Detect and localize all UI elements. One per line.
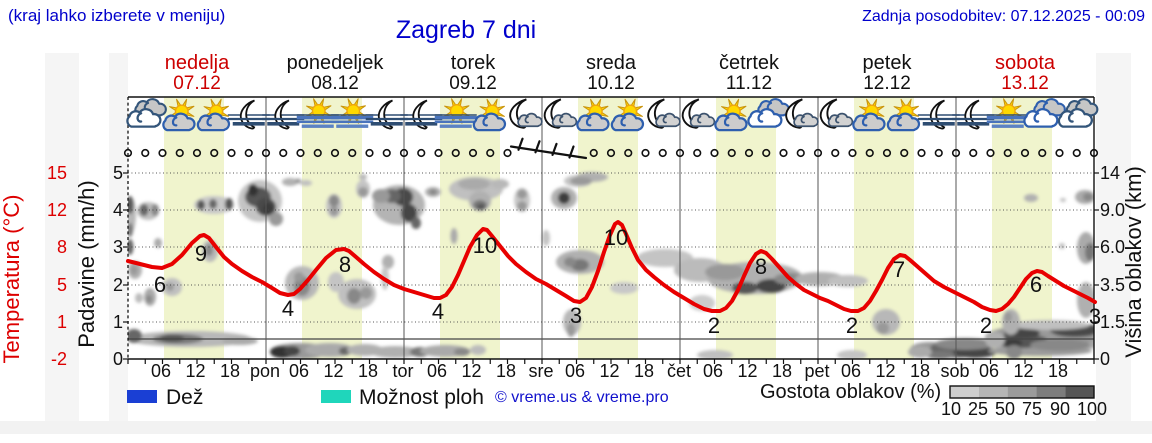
svg-text:06: 06 [151, 361, 171, 381]
svg-text:Dež: Dež [166, 386, 203, 409]
svg-text:4: 4 [113, 200, 123, 220]
svg-text:06: 06 [427, 361, 447, 381]
svg-text:12.12: 12.12 [863, 73, 911, 94]
svg-text:(kraj lahko izberete v meniju): (kraj lahko izberete v meniju) [8, 6, 225, 25]
svg-text:Temperatura (°C): Temperatura (°C) [0, 195, 24, 364]
svg-text:3: 3 [1089, 304, 1101, 329]
svg-text:9.0: 9.0 [1100, 200, 1125, 220]
svg-text:3.5: 3.5 [1100, 275, 1125, 295]
svg-text:Gostota oblakov (%): Gostota oblakov (%) [760, 381, 941, 403]
svg-text:09.12: 09.12 [449, 73, 497, 94]
svg-text:2: 2 [113, 275, 123, 295]
svg-text:ponedeljek: ponedeljek [287, 52, 385, 74]
svg-text:5: 5 [57, 275, 67, 295]
svg-text:12: 12 [185, 361, 205, 381]
svg-text:Možnost ploh: Možnost ploh [359, 386, 484, 409]
svg-text:08.12: 08.12 [311, 73, 359, 94]
svg-text:© vreme.us & vreme.pro: © vreme.us & vreme.pro [495, 389, 669, 406]
svg-text:4: 4 [432, 299, 444, 324]
svg-text:25: 25 [968, 399, 988, 419]
svg-text:6: 6 [154, 272, 166, 297]
svg-text:tor: tor [392, 361, 413, 381]
svg-text:četrtek: četrtek [719, 52, 780, 74]
svg-text:06: 06 [979, 361, 999, 381]
svg-text:torek: torek [451, 52, 496, 74]
svg-text:pet: pet [804, 361, 829, 381]
svg-text:18: 18 [634, 361, 654, 381]
svg-text:18: 18 [358, 361, 378, 381]
svg-text:0: 0 [1100, 349, 1110, 369]
svg-text:-2: -2 [51, 349, 67, 369]
svg-text:18: 18 [496, 361, 516, 381]
svg-text:06: 06 [841, 361, 861, 381]
svg-text:9: 9 [195, 241, 207, 266]
svg-text:12: 12 [461, 361, 481, 381]
svg-text:petek: petek [863, 52, 913, 74]
svg-text:Višina oblakov (km): Višina oblakov (km) [1121, 166, 1146, 358]
svg-text:12: 12 [1013, 361, 1033, 381]
svg-text:12: 12 [875, 361, 895, 381]
svg-text:2: 2 [980, 313, 992, 338]
svg-text:Padavine (mm/h): Padavine (mm/h) [74, 180, 99, 348]
svg-text:75: 75 [1022, 399, 1042, 419]
svg-text:čet: čet [667, 361, 691, 381]
svg-text:1: 1 [113, 312, 123, 332]
svg-text:12: 12 [599, 361, 619, 381]
svg-text:sob: sob [940, 361, 969, 381]
svg-text:6: 6 [1030, 272, 1042, 297]
svg-text:18: 18 [1048, 361, 1068, 381]
svg-text:10: 10 [604, 225, 628, 250]
svg-text:11.12: 11.12 [726, 73, 772, 94]
svg-text:5: 5 [113, 163, 123, 183]
svg-text:0: 0 [113, 349, 123, 369]
svg-text:10: 10 [473, 233, 497, 258]
svg-text:12: 12 [47, 200, 67, 220]
svg-text:nedelja: nedelja [165, 52, 230, 74]
svg-text:14: 14 [1100, 163, 1120, 183]
svg-text:sobota: sobota [995, 52, 1056, 74]
svg-text:sre: sre [528, 361, 553, 381]
svg-text:Zagreb 7 dni: Zagreb 7 dni [396, 16, 536, 44]
svg-text:18: 18 [220, 361, 240, 381]
svg-text:90: 90 [1050, 399, 1070, 419]
svg-text:12: 12 [737, 361, 757, 381]
svg-text:100: 100 [1077, 399, 1107, 419]
svg-text:06: 06 [703, 361, 723, 381]
svg-text:3: 3 [570, 303, 582, 328]
svg-text:2: 2 [846, 313, 858, 338]
svg-text:15: 15 [47, 163, 67, 183]
svg-text:06: 06 [565, 361, 585, 381]
svg-text:1: 1 [57, 312, 67, 332]
svg-text:2: 2 [708, 313, 720, 338]
svg-text:1.5: 1.5 [1100, 312, 1125, 332]
svg-text:Zadnja posodobitev: 07.12.2025: Zadnja posodobitev: 07.12.2025 - 00:09 [862, 8, 1145, 25]
svg-text:sreda: sreda [586, 52, 637, 74]
svg-text:07.12: 07.12 [173, 73, 221, 94]
svg-text:8: 8 [755, 254, 767, 279]
svg-text:7: 7 [893, 257, 905, 282]
svg-text:50: 50 [995, 399, 1015, 419]
svg-text:8: 8 [339, 252, 351, 277]
svg-text:3: 3 [113, 237, 123, 257]
svg-text:8: 8 [57, 237, 67, 257]
svg-text:10.12: 10.12 [587, 73, 635, 94]
svg-text:13.12: 13.12 [1001, 73, 1049, 94]
svg-text:18: 18 [772, 361, 792, 381]
svg-text:6.0: 6.0 [1100, 237, 1125, 257]
svg-text:18: 18 [910, 361, 930, 381]
svg-text:4: 4 [282, 296, 294, 321]
svg-text:pon: pon [250, 361, 280, 381]
svg-text:12: 12 [323, 361, 343, 381]
svg-text:10: 10 [941, 399, 961, 419]
svg-text:06: 06 [289, 361, 309, 381]
